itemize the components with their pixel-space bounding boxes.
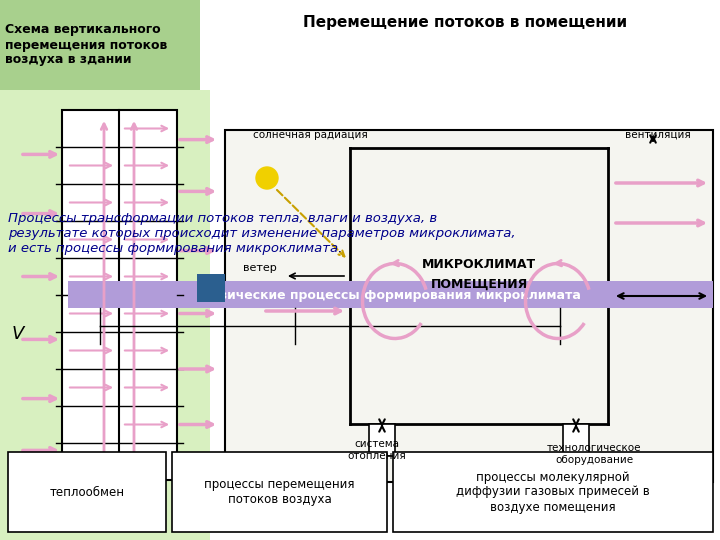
Circle shape — [256, 167, 278, 189]
Bar — [0, 90, 210, 540]
Bar — [369, 424, 395, 456]
Text: ПОМЕЩЕНИЯ: ПОМЕЩЕНИЯ — [431, 278, 528, 291]
Text: теплообмен: теплообмен — [50, 485, 125, 498]
Bar — [0, 0, 200, 90]
Text: процессы перемещения
потоков воздуха: процессы перемещения потоков воздуха — [204, 478, 355, 506]
Bar — [197, 274, 225, 302]
Text: солнечная радиация: солнечная радиация — [253, 130, 368, 140]
Text: V: V — [12, 326, 24, 343]
Text: технологическое
оборудование: технологическое оборудование — [546, 443, 642, 465]
Bar — [62, 110, 177, 480]
Text: МИКРОКЛИМАТ: МИКРОКЛИМАТ — [422, 258, 536, 271]
Text: процессы молекулярной
диффузии газовых примесей в
воздухе помещения: процессы молекулярной диффузии газовых п… — [456, 470, 650, 514]
Text: ветер: ветер — [243, 263, 276, 273]
Bar — [8, 452, 166, 532]
Bar — [563, 424, 589, 474]
Text: Схема вертикального
перемещения потоков
воздуха в здании: Схема вертикального перемещения потоков … — [5, 24, 167, 66]
Bar — [225, 130, 713, 482]
Text: Физические процессы формирования микроклимата: Физические процессы формирования микрокл… — [199, 288, 581, 301]
Text: система
отопления: система отопления — [348, 439, 406, 461]
Bar — [172, 452, 387, 532]
Bar — [393, 452, 713, 532]
Text: Процессы трансформации потоков тепла, влаги и воздуха, в
результате которых прои: Процессы трансформации потоков тепла, вл… — [8, 212, 516, 255]
Bar — [68, 281, 713, 308]
Text: вентиляция: вентиляция — [625, 130, 690, 140]
Text: Перемещение потоков в помещении: Перемещение потоков в помещении — [303, 15, 627, 30]
